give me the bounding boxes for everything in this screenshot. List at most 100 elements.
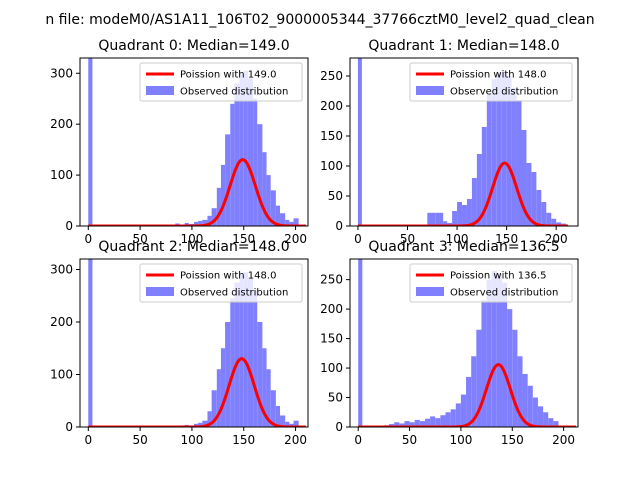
legend-box [409, 263, 573, 303]
histogram-bar [88, 259, 93, 427]
x-tick-label: 150 [232, 232, 255, 246]
histogram-bar [507, 309, 513, 427]
histogram-bar [462, 205, 467, 226]
histogram-bar [243, 70, 248, 226]
histogram-bar [440, 415, 446, 427]
histogram-bar [541, 202, 547, 226]
histogram-bar [225, 322, 231, 427]
x-tick-label: 50 [132, 433, 147, 447]
y-tick-label: 50 [328, 391, 343, 405]
x-tick-label: 150 [501, 433, 524, 447]
histogram-bar [546, 212, 552, 226]
histogram-bar [230, 103, 235, 226]
histogram-bar [216, 369, 221, 427]
histogram-bar [253, 290, 258, 427]
x-tick-label: 0 [354, 232, 362, 246]
x-tick-label: 100 [446, 232, 469, 246]
histogram-bar [266, 369, 271, 427]
histogram-bar [253, 98, 258, 226]
histogram-bar [517, 356, 523, 427]
axes-frame [349, 258, 579, 428]
chart-quadrant-3: 0 50 100 150 200 0 50 100 150 200 250 Quadrant 3: M… [320, 239, 579, 447]
histogram-bar [239, 274, 244, 427]
histogram-bar [424, 418, 431, 427]
histogram-bar [466, 376, 472, 427]
histogram-bar [491, 79, 497, 226]
y-tick-label: 100 [320, 361, 343, 375]
histogram-bar [266, 175, 271, 226]
x-tick-label: 50 [132, 232, 147, 246]
x-tick-label: 100 [180, 433, 203, 447]
y-tick-label: 200 [320, 302, 343, 316]
histogram-bar [270, 390, 276, 427]
histogram-bar [452, 211, 458, 226]
histogram-bar [481, 127, 487, 226]
histogram-bar [285, 421, 290, 427]
histogram-bar [427, 212, 436, 226]
x-tick-label: 50 [402, 433, 417, 447]
histogram-bar [532, 397, 538, 427]
histogram-bar [257, 124, 263, 226]
legend-box [139, 263, 303, 303]
histogram-bar [496, 73, 502, 226]
histogram-bar [234, 282, 240, 427]
histogram-bar [394, 422, 400, 427]
histogram-bar [247, 78, 254, 226]
axes-frame [79, 57, 309, 227]
y-tick-label: 300 [50, 263, 73, 277]
chart-quadrant-2: 0 50 100 150 200 0 100 200 300 Quadrant 2: Median… [50, 239, 309, 447]
x-tick-label: 150 [232, 433, 255, 447]
histogram-bar [285, 219, 290, 226]
histogram-bar [194, 221, 199, 226]
histogram-bar [419, 421, 425, 427]
histogram-bar [88, 58, 93, 226]
y-tick-label: 250 [320, 69, 343, 83]
x-tick-label: 200 [284, 433, 307, 447]
histogram-bar [556, 222, 562, 226]
histogram-bar [358, 259, 363, 427]
histogram-bar [531, 172, 537, 226]
histogram-bar [476, 154, 482, 226]
histogram-bar [443, 221, 448, 226]
histogram-bar [243, 272, 248, 427]
histogram-bar [506, 76, 512, 226]
histogram-bar [543, 412, 549, 427]
histogram-bar [280, 213, 286, 226]
histogram-bar [293, 218, 299, 226]
legend-curve-label: Poission with 149.0 [180, 70, 276, 81]
histogram-bar [521, 130, 527, 226]
histogram-bar [435, 212, 444, 226]
legend-bars-label: Observed distribution [450, 288, 558, 299]
histogram-bar [414, 419, 420, 427]
histogram-bar [202, 219, 208, 226]
y-tick-label: 150 [320, 332, 343, 346]
histogram-bar [502, 282, 508, 427]
histogram-bar [486, 94, 492, 226]
histogram-bar [257, 322, 263, 427]
histogram-bar [527, 385, 533, 427]
histogram-bar [466, 199, 472, 226]
legend-bars-label: Observed distribution [180, 288, 288, 299]
histogram-bar [496, 273, 502, 427]
legend-box [409, 62, 573, 102]
y-tick-label: 200 [50, 117, 73, 131]
histogram-bar [275, 205, 281, 226]
histogram-bar [457, 202, 463, 226]
histogram-bar [526, 163, 532, 226]
histogram-bar [476, 329, 482, 427]
histogram-bar [404, 421, 410, 427]
legend-bars-swatch [146, 86, 174, 95]
legend-bars-swatch [146, 287, 174, 296]
x-tick-label: 100 [180, 232, 203, 246]
histogram-bar [202, 420, 208, 427]
histogram-bar [270, 190, 276, 226]
histogram-bar [551, 218, 557, 226]
histogram-bar [198, 422, 203, 427]
histogram-bar [207, 411, 212, 427]
legend-bars-label: Observed distribution [450, 87, 558, 98]
histogram-bar [357, 58, 362, 226]
histogram-bar [536, 190, 542, 226]
chart-quadrant-1: 0 50 100 150 200 0 50 100 150 200 250 Quadrant 1: M… [320, 38, 579, 246]
legend-bars-label: Observed distribution [180, 87, 288, 98]
y-tick-label: 100 [50, 168, 73, 182]
